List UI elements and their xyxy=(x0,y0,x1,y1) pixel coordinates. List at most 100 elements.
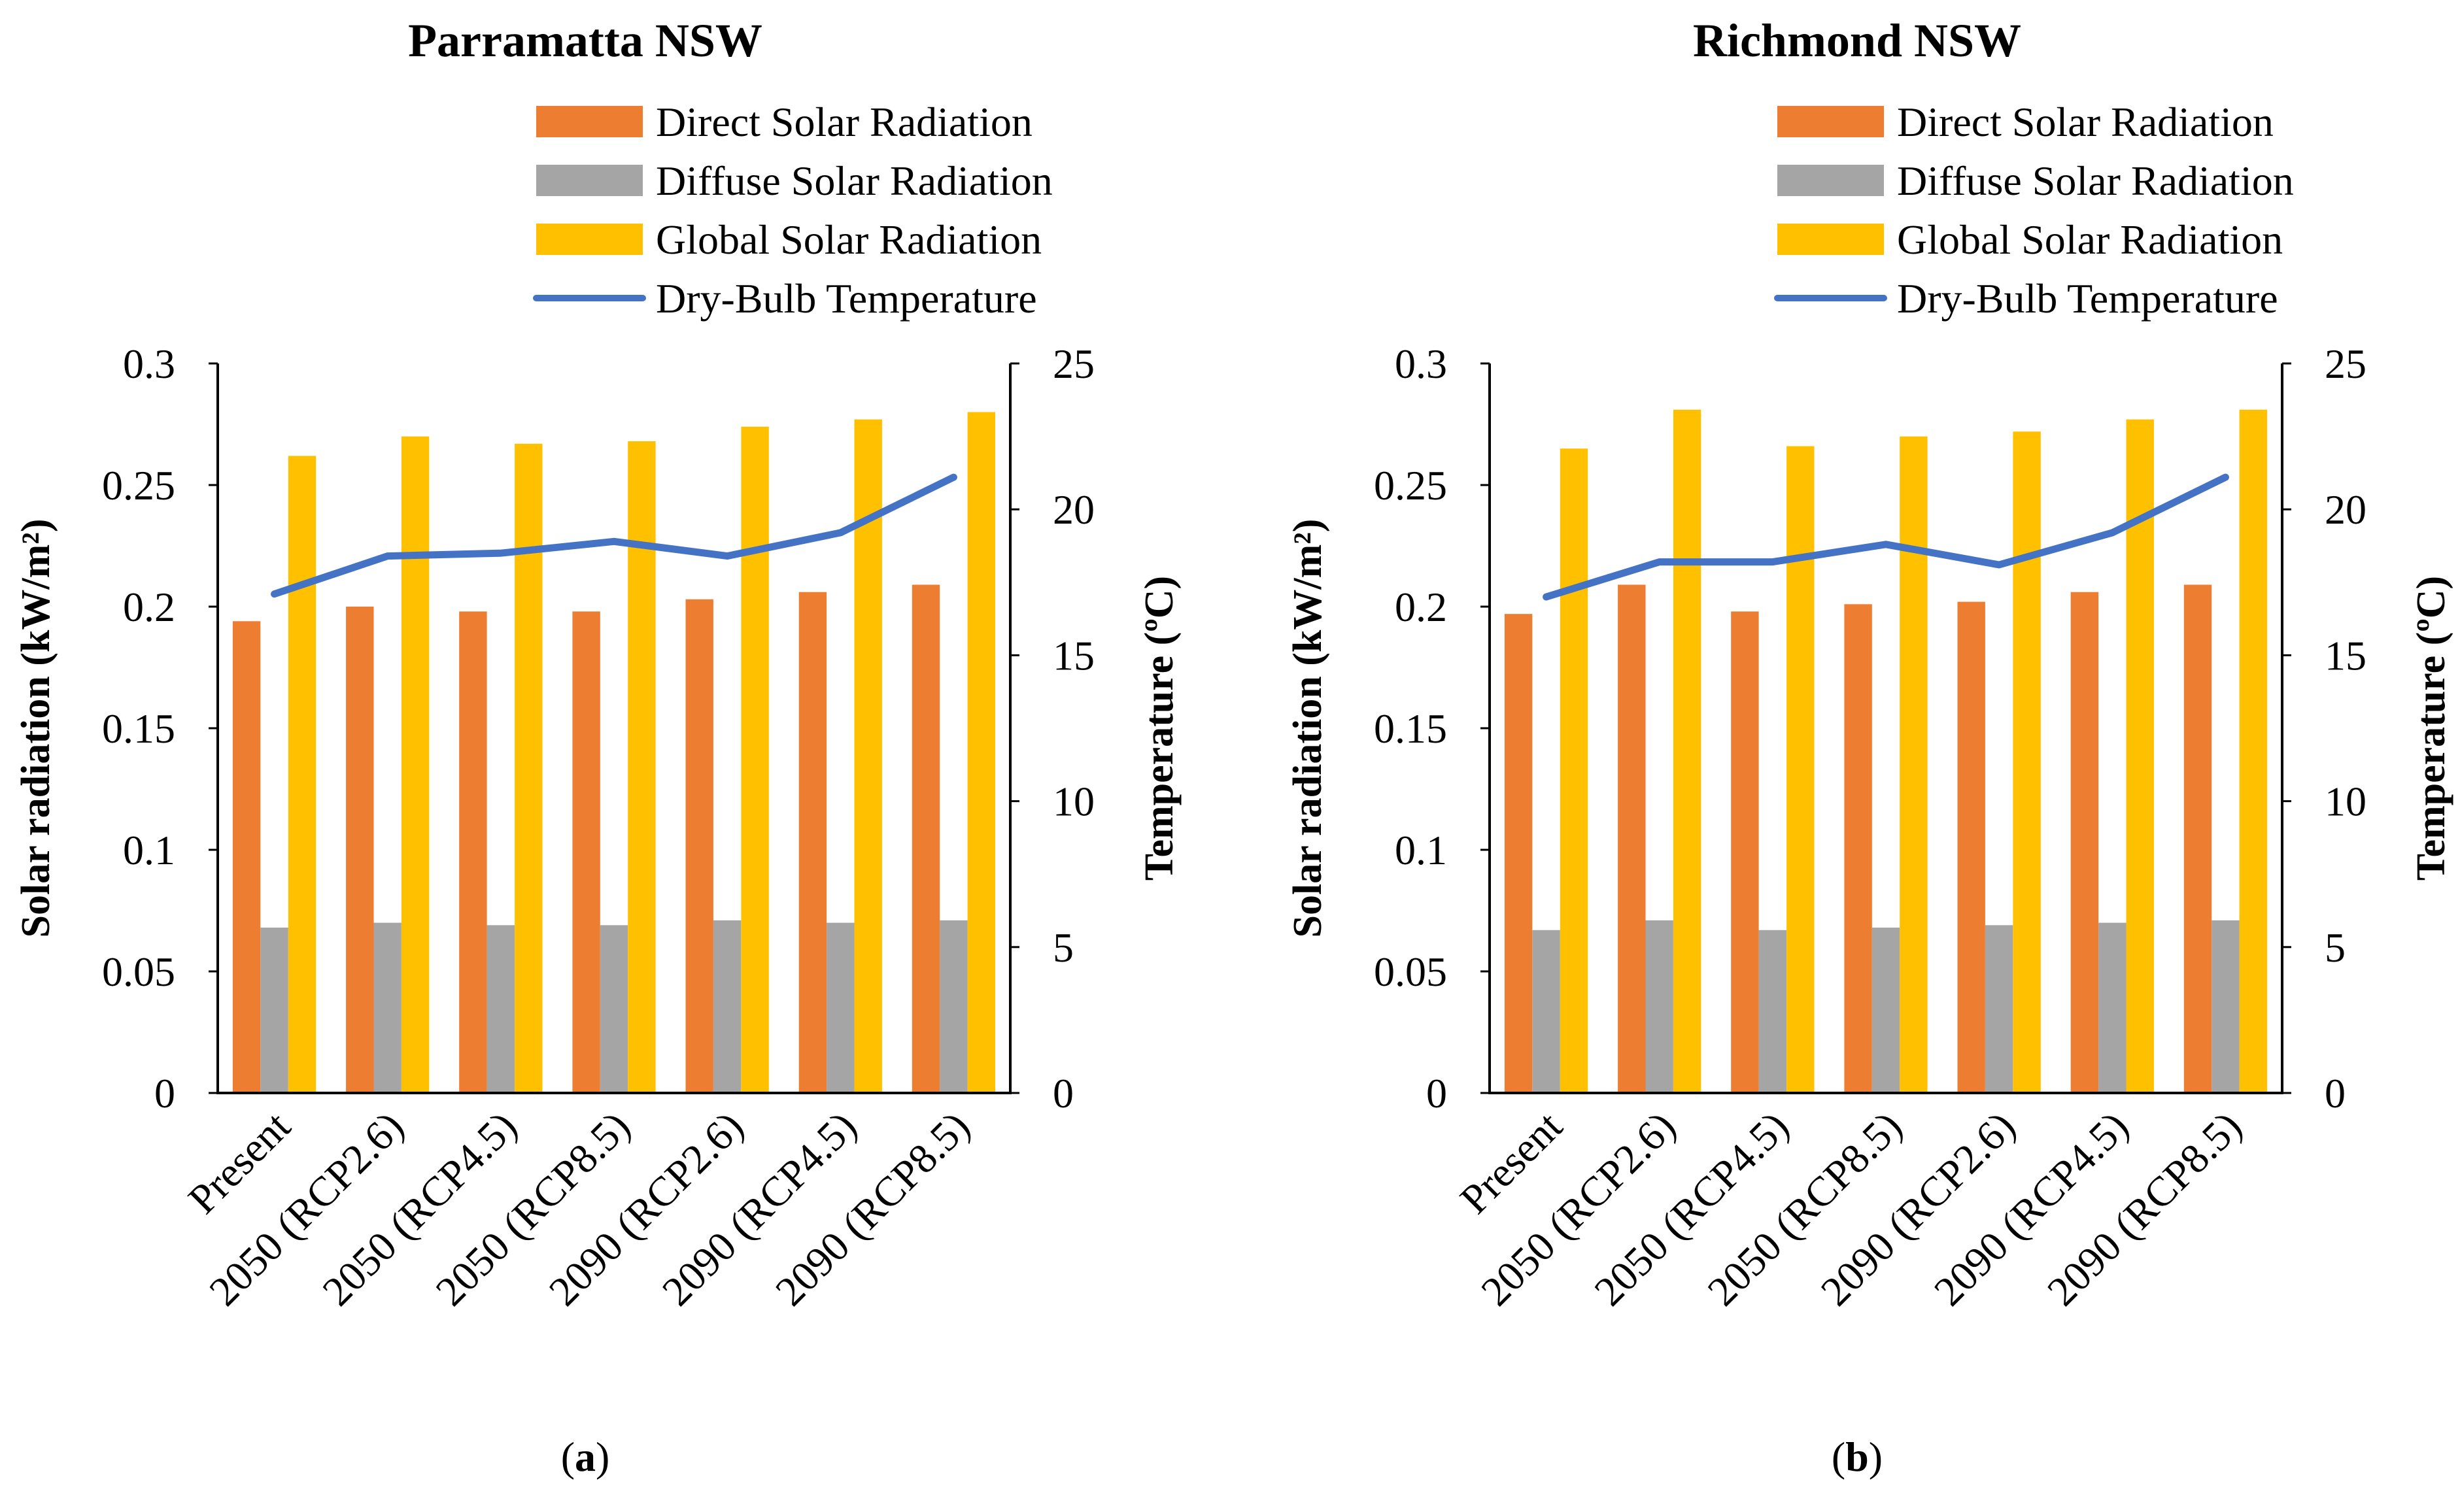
bar-global-solar-radiation-4 xyxy=(2013,431,2041,1093)
bar-direct-solar-radiation-4 xyxy=(685,599,713,1093)
bar-direct-solar-radiation-4 xyxy=(1957,601,1985,1093)
bar-global-solar-radiation-4 xyxy=(741,426,769,1093)
y-tick-label: 0.1 xyxy=(1395,827,1447,873)
bar-global-solar-radiation-2 xyxy=(515,443,543,1093)
legend-swatch-global-solar-radiation xyxy=(1777,224,1884,255)
y2-axis-title: Temperature (ºC) xyxy=(2409,576,2453,881)
x-tick-label: 2050 (RCP4.5) xyxy=(313,1103,525,1315)
bar-diffuse-solar-radiation-4 xyxy=(1985,925,2013,1093)
x-tick-label: 2050 (RCP4.5) xyxy=(1585,1103,1797,1315)
y-tick-label: 0.2 xyxy=(1395,584,1447,630)
bar-diffuse-solar-radiation-0 xyxy=(1532,930,1560,1093)
legend-label: Dry-Bulb Temperature xyxy=(656,275,1037,322)
legend-item: Direct Solar Radiation xyxy=(536,99,1033,145)
bar-diffuse-solar-radiation-1 xyxy=(1645,920,1673,1093)
y2-tick-label: 5 xyxy=(1053,924,1074,971)
chart-panel-b: Richmond NSW Direct Solar Radiation Diffus… xyxy=(1286,14,2453,1480)
y2-tick-label: 10 xyxy=(2325,779,2366,825)
y-tick-label: 0.1 xyxy=(123,827,175,873)
panel-letter: a xyxy=(575,1434,596,1480)
y-axis-title: Solar radiation (kW/m²) xyxy=(14,519,58,938)
y-ticks-right: 0 5 10 15 20 25 xyxy=(1010,341,1095,1117)
x-tick-label: 2050 (RCP8.5) xyxy=(1699,1103,1911,1315)
legend-item: Dry-Bulb Temperature xyxy=(533,275,1037,322)
bar-diffuse-solar-radiation-0 xyxy=(260,928,288,1093)
panel-label: (b) xyxy=(1832,1434,1883,1480)
bar-global-solar-radiation-0 xyxy=(288,456,316,1093)
bars xyxy=(1504,409,2267,1094)
y-ticks-left: 0 0.05 0.1 0.15 0.2 0.25 0.3 xyxy=(102,341,218,1117)
y2-tick-label: 20 xyxy=(2325,486,2366,533)
y-tick-label: 0.05 xyxy=(102,949,175,995)
legend-swatch-direct-solar-radiation xyxy=(536,106,643,137)
y-tick-label: 0.3 xyxy=(123,341,175,387)
legend: Direct Solar Radiation Diffuse Solar Radi… xyxy=(533,99,1053,322)
y-tick-label: 0.25 xyxy=(1374,462,1447,509)
x-tick-label: 2090 (RCP4.5) xyxy=(653,1103,865,1315)
bar-global-solar-radiation-1 xyxy=(401,436,430,1093)
bar-direct-solar-radiation-1 xyxy=(1618,584,1646,1093)
x-tick-label: 2050 (RCP8.5) xyxy=(427,1103,639,1315)
bar-diffuse-solar-radiation-5 xyxy=(2098,922,2127,1093)
bar-direct-solar-radiation-2 xyxy=(459,611,487,1093)
bar-direct-solar-radiation-3 xyxy=(572,611,600,1093)
bar-diffuse-solar-radiation-2 xyxy=(1758,930,1786,1093)
y2-tick-label: 10 xyxy=(1053,779,1095,825)
bar-diffuse-solar-radiation-6 xyxy=(2212,920,2240,1093)
legend-swatch-diffuse-solar-radiation xyxy=(536,165,643,196)
y-tick-label: 0.3 xyxy=(1395,341,1447,387)
y-tick-label: 0.15 xyxy=(1374,705,1447,752)
y-tick-label: 0 xyxy=(154,1070,175,1117)
bar-global-solar-radiation-6 xyxy=(2239,409,2267,1094)
legend-label: Diffuse Solar Radiation xyxy=(656,158,1053,204)
bar-global-solar-radiation-2 xyxy=(1786,446,1815,1093)
bar-direct-solar-radiation-5 xyxy=(798,592,827,1093)
bar-diffuse-solar-radiation-3 xyxy=(1871,928,1900,1093)
legend-label: Diffuse Solar Radiation xyxy=(1897,158,2294,204)
bar-direct-solar-radiation-2 xyxy=(1731,611,1759,1093)
x-tick-label: 2090 (RCP2.6) xyxy=(1812,1103,2024,1315)
y2-tick-label: 25 xyxy=(2325,341,2366,387)
legend: Direct Solar Radiation Diffuse Solar Radi… xyxy=(1774,99,2294,322)
bar-global-solar-radiation-1 xyxy=(1673,409,1701,1094)
bar-diffuse-solar-radiation-1 xyxy=(373,922,401,1093)
x-tick-label: 2050 (RCP2.6) xyxy=(200,1103,412,1315)
x-tick-label: 2050 (RCP2.6) xyxy=(1472,1103,1684,1315)
bar-direct-solar-radiation-6 xyxy=(2183,584,2212,1093)
bar-diffuse-solar-radiation-4 xyxy=(713,920,742,1093)
bar-diffuse-solar-radiation-6 xyxy=(940,920,968,1093)
bar-direct-solar-radiation-3 xyxy=(1844,604,1872,1093)
y-tick-label: 0.25 xyxy=(102,462,175,509)
bar-diffuse-solar-radiation-5 xyxy=(827,922,855,1093)
panel-letter: b xyxy=(1845,1434,1869,1480)
temperature-line xyxy=(271,473,957,598)
bar-global-solar-radiation-0 xyxy=(1560,448,1588,1093)
bar-direct-solar-radiation-0 xyxy=(232,621,261,1093)
legend-item: Diffuse Solar Radiation xyxy=(536,158,1053,204)
bar-diffuse-solar-radiation-2 xyxy=(487,925,515,1093)
legend-label: Direct Solar Radiation xyxy=(1897,99,2274,145)
legend-item: Global Solar Radiation xyxy=(1777,216,2283,263)
y-ticks-right: 0 5 10 15 20 25 xyxy=(2282,341,2366,1117)
bar-direct-solar-radiation-1 xyxy=(346,607,374,1093)
chart-title: Richmond NSW xyxy=(1693,14,2021,67)
y2-tick-label: 0 xyxy=(1053,1070,1074,1117)
panel-label: (a) xyxy=(561,1434,610,1480)
chart-title: Parramatta NSW xyxy=(408,14,762,67)
y-axis-title: Solar radiation (kW/m²) xyxy=(1286,519,1330,938)
y2-tick-label: 25 xyxy=(1053,341,1095,387)
bar-direct-solar-radiation-0 xyxy=(1504,614,1533,1093)
bar-direct-solar-radiation-6 xyxy=(912,584,940,1093)
legend-label: Global Solar Radiation xyxy=(656,216,1042,263)
bar-diffuse-solar-radiation-3 xyxy=(600,925,628,1093)
bar-direct-solar-radiation-5 xyxy=(2070,592,2099,1093)
legend-item: Diffuse Solar Radiation xyxy=(1777,158,2294,204)
y2-tick-label: 15 xyxy=(2325,632,2366,679)
bar-global-solar-radiation-5 xyxy=(854,419,882,1093)
legend-item: Global Solar Radiation xyxy=(536,216,1042,263)
x-tick-label: 2090 (RCP8.5) xyxy=(766,1103,978,1315)
y-tick-label: 0.2 xyxy=(123,584,175,630)
